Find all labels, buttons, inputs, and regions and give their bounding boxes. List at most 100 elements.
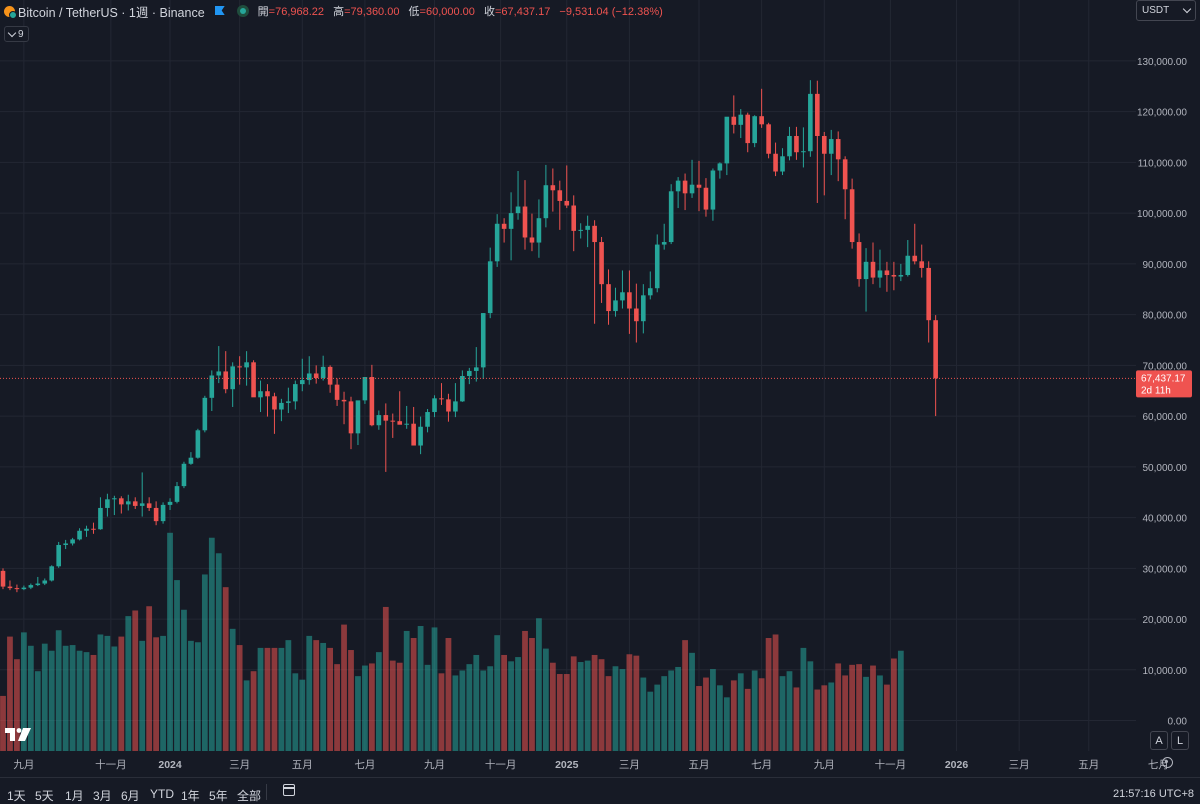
log-scale-button[interactable]: L (1171, 731, 1189, 750)
volume-bar (515, 657, 521, 751)
range-6m-button[interactable]: 6月 (121, 789, 140, 803)
symbol-name[interactable]: Bitcoin / TetherUS · 1週 · Binance (18, 5, 205, 20)
candle-body (279, 402, 284, 410)
volume-bar (612, 666, 619, 751)
candle (0, 568, 6, 590)
candle-body (181, 463, 187, 487)
volume-bar (786, 671, 793, 751)
time-axis[interactable] (0, 751, 1136, 777)
time-axis-tick-label: 十一月 (95, 758, 127, 771)
candle (153, 501, 159, 526)
candle (293, 380, 298, 410)
market-status-icon[interactable] (236, 5, 249, 17)
candle (898, 263, 904, 282)
calendar-icon[interactable] (283, 784, 295, 796)
settings-gear-icon[interactable] (1162, 757, 1173, 768)
candle-body (258, 391, 263, 398)
candle-body (627, 292, 632, 309)
volume-bar (661, 676, 668, 751)
candle (272, 392, 277, 434)
volume-bar (877, 675, 883, 751)
volume-bar (891, 658, 897, 751)
candle-body (696, 184, 702, 188)
volume-bar (856, 664, 862, 751)
range-all-button[interactable]: 全部 (237, 789, 262, 803)
volume-bar (382, 606, 389, 751)
ohlc-values: 開=76,968.22 高=79,360.00 低=60,000.00 收=67… (258, 3, 669, 19)
candle (49, 565, 55, 582)
volume-bar (174, 580, 180, 751)
price-axis-tick-label: 30,000.00 (1143, 564, 1188, 575)
candle-body (550, 185, 556, 191)
volume-bar (264, 647, 271, 751)
candle (863, 248, 869, 312)
candle (105, 493, 110, 517)
currency-select[interactable]: USDT (1136, 0, 1196, 21)
chevron-down-icon (1182, 4, 1192, 14)
range-ytd-button[interactable]: YTD (150, 787, 174, 801)
candle-body (689, 184, 695, 194)
volume-bar (21, 632, 27, 751)
time-axis-tick-label: 九月 (13, 759, 34, 771)
range-3m-button[interactable]: 3月 (93, 789, 112, 803)
chart-grid (0, 0, 1159, 751)
indicators-toggle-button[interactable]: 9 (4, 26, 29, 42)
candle (766, 122, 771, 159)
volume-bar (41, 643, 48, 751)
volume-bar (355, 676, 361, 751)
volume-bar (167, 532, 173, 751)
time-axis-tick-label: 十一月 (875, 758, 907, 771)
last-price-label: 67,437.17 (1141, 373, 1186, 384)
volume-bar (508, 661, 514, 751)
range-1y-button[interactable]: 1年 (181, 789, 200, 803)
volume-bar (299, 679, 306, 751)
candle (884, 261, 890, 292)
volume-bar (577, 662, 584, 751)
candle-body (139, 503, 145, 506)
price-axis-tick-label: 60,000.00 (1143, 412, 1188, 423)
volume-bar (744, 688, 751, 751)
candle-body (21, 587, 27, 590)
time-axis-tick-label: 九月 (424, 759, 445, 771)
volume-bar (737, 673, 744, 751)
volume-bar (334, 664, 340, 751)
candle-body (341, 399, 347, 402)
auto-scale-button[interactable]: A (1150, 731, 1168, 750)
volume-bar (800, 647, 807, 751)
flag-icon[interactable] (215, 6, 225, 16)
candle (473, 347, 479, 382)
volume-bar (466, 664, 473, 751)
range-1m-button[interactable]: 1月 (65, 789, 84, 803)
candle-body (634, 308, 639, 322)
time-axis-tick-label: 五月 (689, 759, 710, 771)
candle-body (230, 366, 235, 390)
range-1d-button[interactable]: 1天 (7, 789, 26, 803)
candle (418, 416, 423, 455)
volume-bar (0, 695, 6, 751)
candle (202, 395, 208, 433)
candle-body (557, 190, 563, 201)
range-5d-button[interactable]: 5天 (35, 789, 54, 803)
volume-bar (884, 684, 890, 751)
tradingview-logo-icon[interactable] (4, 725, 34, 743)
candle (487, 247, 493, 319)
candle-body (564, 200, 570, 206)
candle-body (306, 373, 312, 381)
volume-bar (556, 674, 563, 751)
candle (870, 242, 876, 285)
candle (286, 387, 291, 414)
candle-body (675, 180, 681, 192)
range-5y-button[interactable]: 5年 (209, 789, 228, 803)
candle-body (884, 270, 890, 276)
volume-bar (529, 638, 535, 751)
candle (536, 199, 542, 258)
clock[interactable]: 21:57:16 UTC+8 (1112, 788, 1194, 800)
volume-bar (236, 645, 243, 751)
candle-body (773, 153, 778, 172)
candle (661, 223, 667, 250)
candle (404, 405, 409, 429)
candle-body (460, 376, 465, 402)
candle (188, 452, 194, 465)
candle-body (425, 412, 430, 427)
